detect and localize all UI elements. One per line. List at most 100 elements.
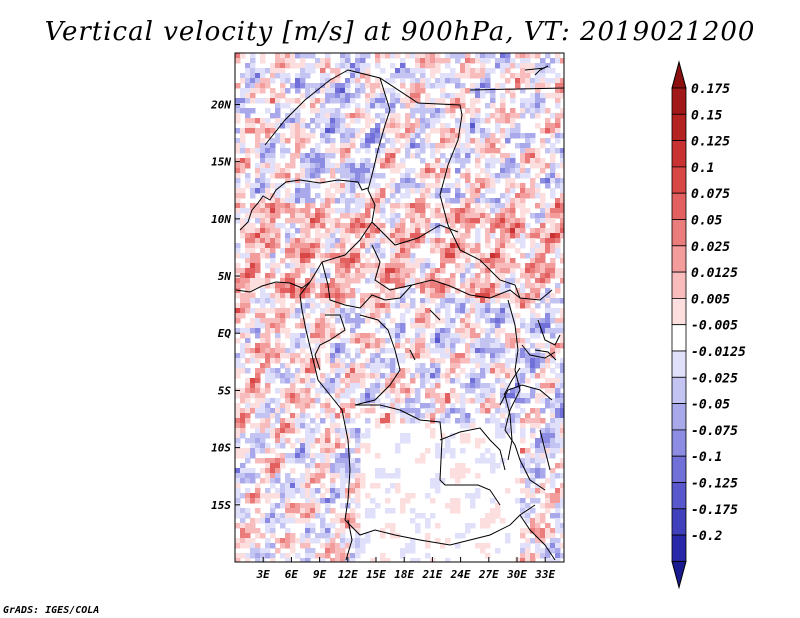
field-cell <box>315 283 321 289</box>
field-cell <box>450 333 456 339</box>
field-cell <box>235 138 241 144</box>
field-cell <box>280 403 286 409</box>
field-cell <box>465 383 471 389</box>
field-cell <box>425 378 431 384</box>
field-cell <box>440 338 446 344</box>
field-cell <box>235 248 241 254</box>
field-cell <box>290 443 296 449</box>
field-cell <box>535 193 541 199</box>
field-cell <box>275 328 281 334</box>
field-cell <box>270 483 276 489</box>
field-cell <box>425 408 431 414</box>
field-cell <box>335 558 341 562</box>
field-cell <box>530 553 536 559</box>
field-cell <box>380 413 386 419</box>
field-cell <box>290 283 296 289</box>
field-cell <box>430 163 436 169</box>
field-cell <box>540 408 546 414</box>
field-cell <box>525 493 531 499</box>
field-cell <box>365 178 371 184</box>
field-cell <box>495 293 501 299</box>
field-cell <box>520 223 526 229</box>
field-cell <box>260 553 266 559</box>
field-cell <box>390 508 396 514</box>
field-cell <box>545 248 551 254</box>
field-cell <box>240 523 246 529</box>
field-cell <box>485 128 491 134</box>
field-cell <box>385 163 391 169</box>
field-cell <box>420 323 426 329</box>
field-cell <box>425 123 431 129</box>
field-cell <box>560 113 564 119</box>
field-cell <box>265 248 271 254</box>
field-cell <box>495 203 501 209</box>
field-cell <box>325 468 331 474</box>
field-cell <box>500 113 506 119</box>
field-cell <box>495 308 501 314</box>
field-cell <box>335 553 341 559</box>
field-cell <box>265 403 271 409</box>
field-cell <box>305 558 311 562</box>
field-cell <box>350 303 356 309</box>
field-cell <box>370 333 376 339</box>
field-cell <box>325 88 331 94</box>
field-cell <box>310 308 316 314</box>
field-cell <box>505 383 511 389</box>
field-cell <box>525 453 531 459</box>
field-cell <box>430 413 436 419</box>
field-cell <box>375 93 381 99</box>
field-cell <box>270 473 276 479</box>
field-cell <box>275 333 281 339</box>
field-cell <box>275 138 281 144</box>
field-cell <box>265 498 271 504</box>
field-cell <box>395 278 401 284</box>
field-cell <box>420 88 426 94</box>
field-cell <box>290 493 296 499</box>
field-cell <box>360 338 366 344</box>
field-cell <box>240 223 246 229</box>
field-cell <box>525 63 531 69</box>
field-cell <box>490 133 496 139</box>
field-cell <box>255 283 261 289</box>
field-cell <box>305 88 311 94</box>
field-cell <box>340 308 346 314</box>
field-cell <box>440 173 446 179</box>
colorbar-swatch <box>671 482 687 510</box>
field-cell <box>505 138 511 144</box>
field-cell <box>545 448 551 454</box>
field-cell <box>420 53 426 59</box>
field-cell <box>385 288 391 294</box>
field-cell <box>260 208 266 214</box>
field-cell <box>330 223 336 229</box>
field-cell <box>465 53 471 59</box>
field-cell <box>330 548 336 554</box>
field-cell <box>545 433 551 439</box>
colorbar-label: 0.175 <box>691 82 730 97</box>
field-cell <box>510 268 516 274</box>
field-cell <box>380 188 386 194</box>
field-cell <box>315 343 321 349</box>
field-cell <box>255 543 261 549</box>
field-cell <box>410 243 416 249</box>
field-cell <box>345 273 351 279</box>
field-cell <box>300 228 306 234</box>
field-cell <box>540 373 546 379</box>
field-cell <box>465 73 471 79</box>
field-cell <box>235 443 241 449</box>
field-cell <box>455 198 461 204</box>
field-cell <box>480 403 486 409</box>
field-cell <box>530 538 536 544</box>
field-cell <box>370 363 376 369</box>
field-cell <box>395 388 401 394</box>
field-cell <box>340 488 346 494</box>
field-cell <box>445 298 451 304</box>
field-cell <box>275 203 281 209</box>
field-cell <box>415 238 421 244</box>
field-cell <box>365 53 371 59</box>
field-cell <box>530 93 536 99</box>
field-cell <box>415 278 421 284</box>
field-cell <box>335 238 341 244</box>
field-cell <box>295 398 301 404</box>
field-cell <box>270 358 276 364</box>
field-cell <box>235 303 241 309</box>
